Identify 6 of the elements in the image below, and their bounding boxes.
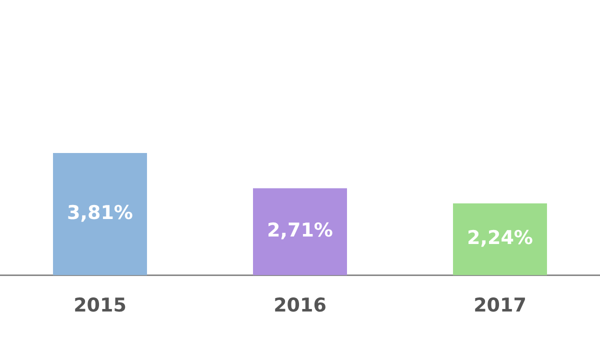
- x-tick-label: 2015: [74, 294, 126, 317]
- x-tick-label: 2016: [274, 294, 326, 317]
- data-label: 3,81%: [67, 202, 133, 224]
- data-label: 2,24%: [467, 227, 533, 250]
- data-label: 2,71%: [267, 220, 333, 242]
- x-tick-label: 2017: [474, 294, 526, 317]
